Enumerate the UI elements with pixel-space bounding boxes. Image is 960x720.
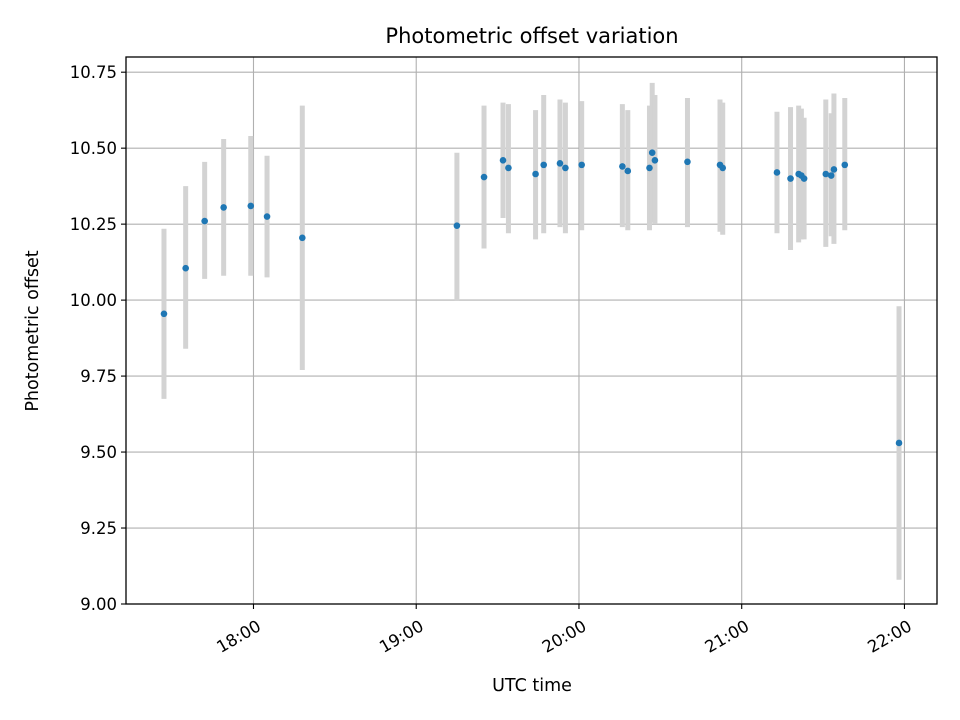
y-tick-label: 9.25 bbox=[80, 519, 117, 538]
data-point bbox=[773, 169, 781, 176]
data-point bbox=[578, 161, 585, 169]
data-point bbox=[619, 163, 626, 170]
data-point bbox=[453, 222, 461, 229]
data-point bbox=[505, 164, 512, 172]
y-tick-label: 9.00 bbox=[80, 595, 117, 614]
data-point bbox=[719, 164, 727, 172]
data-point bbox=[684, 158, 691, 166]
data-point bbox=[247, 202, 255, 210]
plot-frame bbox=[125, 56, 938, 605]
chart-title: Photometric offset variation bbox=[385, 24, 678, 48]
data-point bbox=[220, 204, 227, 211]
data-point bbox=[841, 161, 849, 169]
data-point bbox=[624, 167, 632, 175]
data-point bbox=[263, 213, 271, 220]
data-point bbox=[646, 164, 653, 172]
data-point bbox=[499, 157, 507, 164]
x-axis-title: UTC time bbox=[492, 676, 572, 696]
data-point bbox=[299, 234, 306, 242]
grid-layer bbox=[126, 57, 937, 605]
data-point bbox=[480, 173, 488, 181]
data-point bbox=[651, 157, 659, 164]
point-layer bbox=[160, 149, 903, 447]
data-point bbox=[562, 164, 569, 172]
data-point bbox=[830, 166, 838, 173]
y-axis-title: Photometric offset bbox=[23, 250, 43, 411]
data-point bbox=[201, 217, 208, 225]
data-point bbox=[540, 161, 548, 169]
data-point bbox=[160, 310, 168, 318]
data-point bbox=[556, 160, 564, 167]
data-point bbox=[648, 149, 656, 157]
y-tick-label: 10.25 bbox=[70, 215, 117, 234]
data-point bbox=[822, 170, 830, 178]
y-tick-label: 10.00 bbox=[70, 291, 117, 310]
y-tick-label: 10.50 bbox=[70, 139, 117, 158]
data-point bbox=[787, 175, 794, 182]
data-point bbox=[800, 175, 808, 182]
y-tick-label: 9.50 bbox=[80, 443, 117, 462]
data-point bbox=[182, 264, 189, 272]
y-tick-label: 10.75 bbox=[70, 63, 117, 82]
data-point bbox=[532, 170, 539, 178]
data-point bbox=[827, 172, 835, 179]
data-point bbox=[895, 439, 903, 447]
y-tick-label: 9.75 bbox=[80, 367, 117, 386]
